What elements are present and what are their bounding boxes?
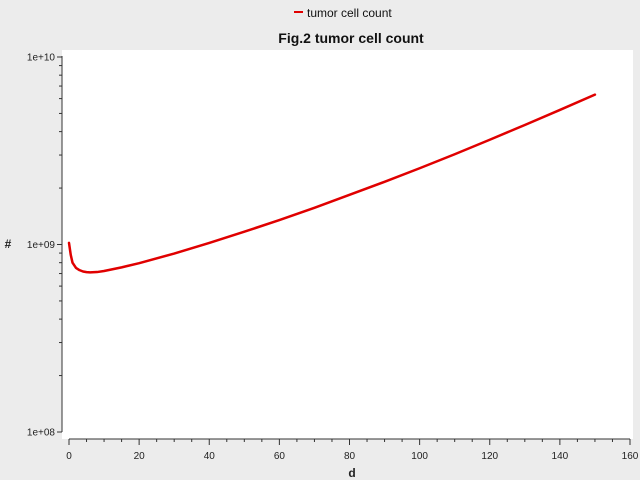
- x-tick-label: 100: [411, 451, 428, 462]
- plot-area: [62, 50, 633, 439]
- x-tick-label: 60: [274, 451, 286, 462]
- x-tick-label: 0: [66, 451, 72, 462]
- x-tick-label: 140: [552, 451, 569, 462]
- legend: tumor cell count: [294, 6, 392, 20]
- x-tick-label: 40: [204, 451, 216, 462]
- series-line: [67, 93, 597, 274]
- legend-label: tumor cell count: [307, 6, 392, 20]
- y-tick-label: 1e+10: [27, 53, 56, 64]
- x-tick-label: 120: [481, 451, 498, 462]
- y-tick-label: 1e+09: [27, 240, 56, 251]
- y-tick-label: 1e+08: [27, 428, 56, 439]
- x-tick-label: 160: [622, 451, 639, 462]
- x-tick-label: 20: [134, 451, 146, 462]
- chart-title: Fig.2 tumor cell count: [278, 30, 424, 46]
- x-tick-label: 80: [344, 451, 356, 462]
- x-axis-title: d: [348, 466, 355, 480]
- y-axis-title: #: [5, 237, 12, 251]
